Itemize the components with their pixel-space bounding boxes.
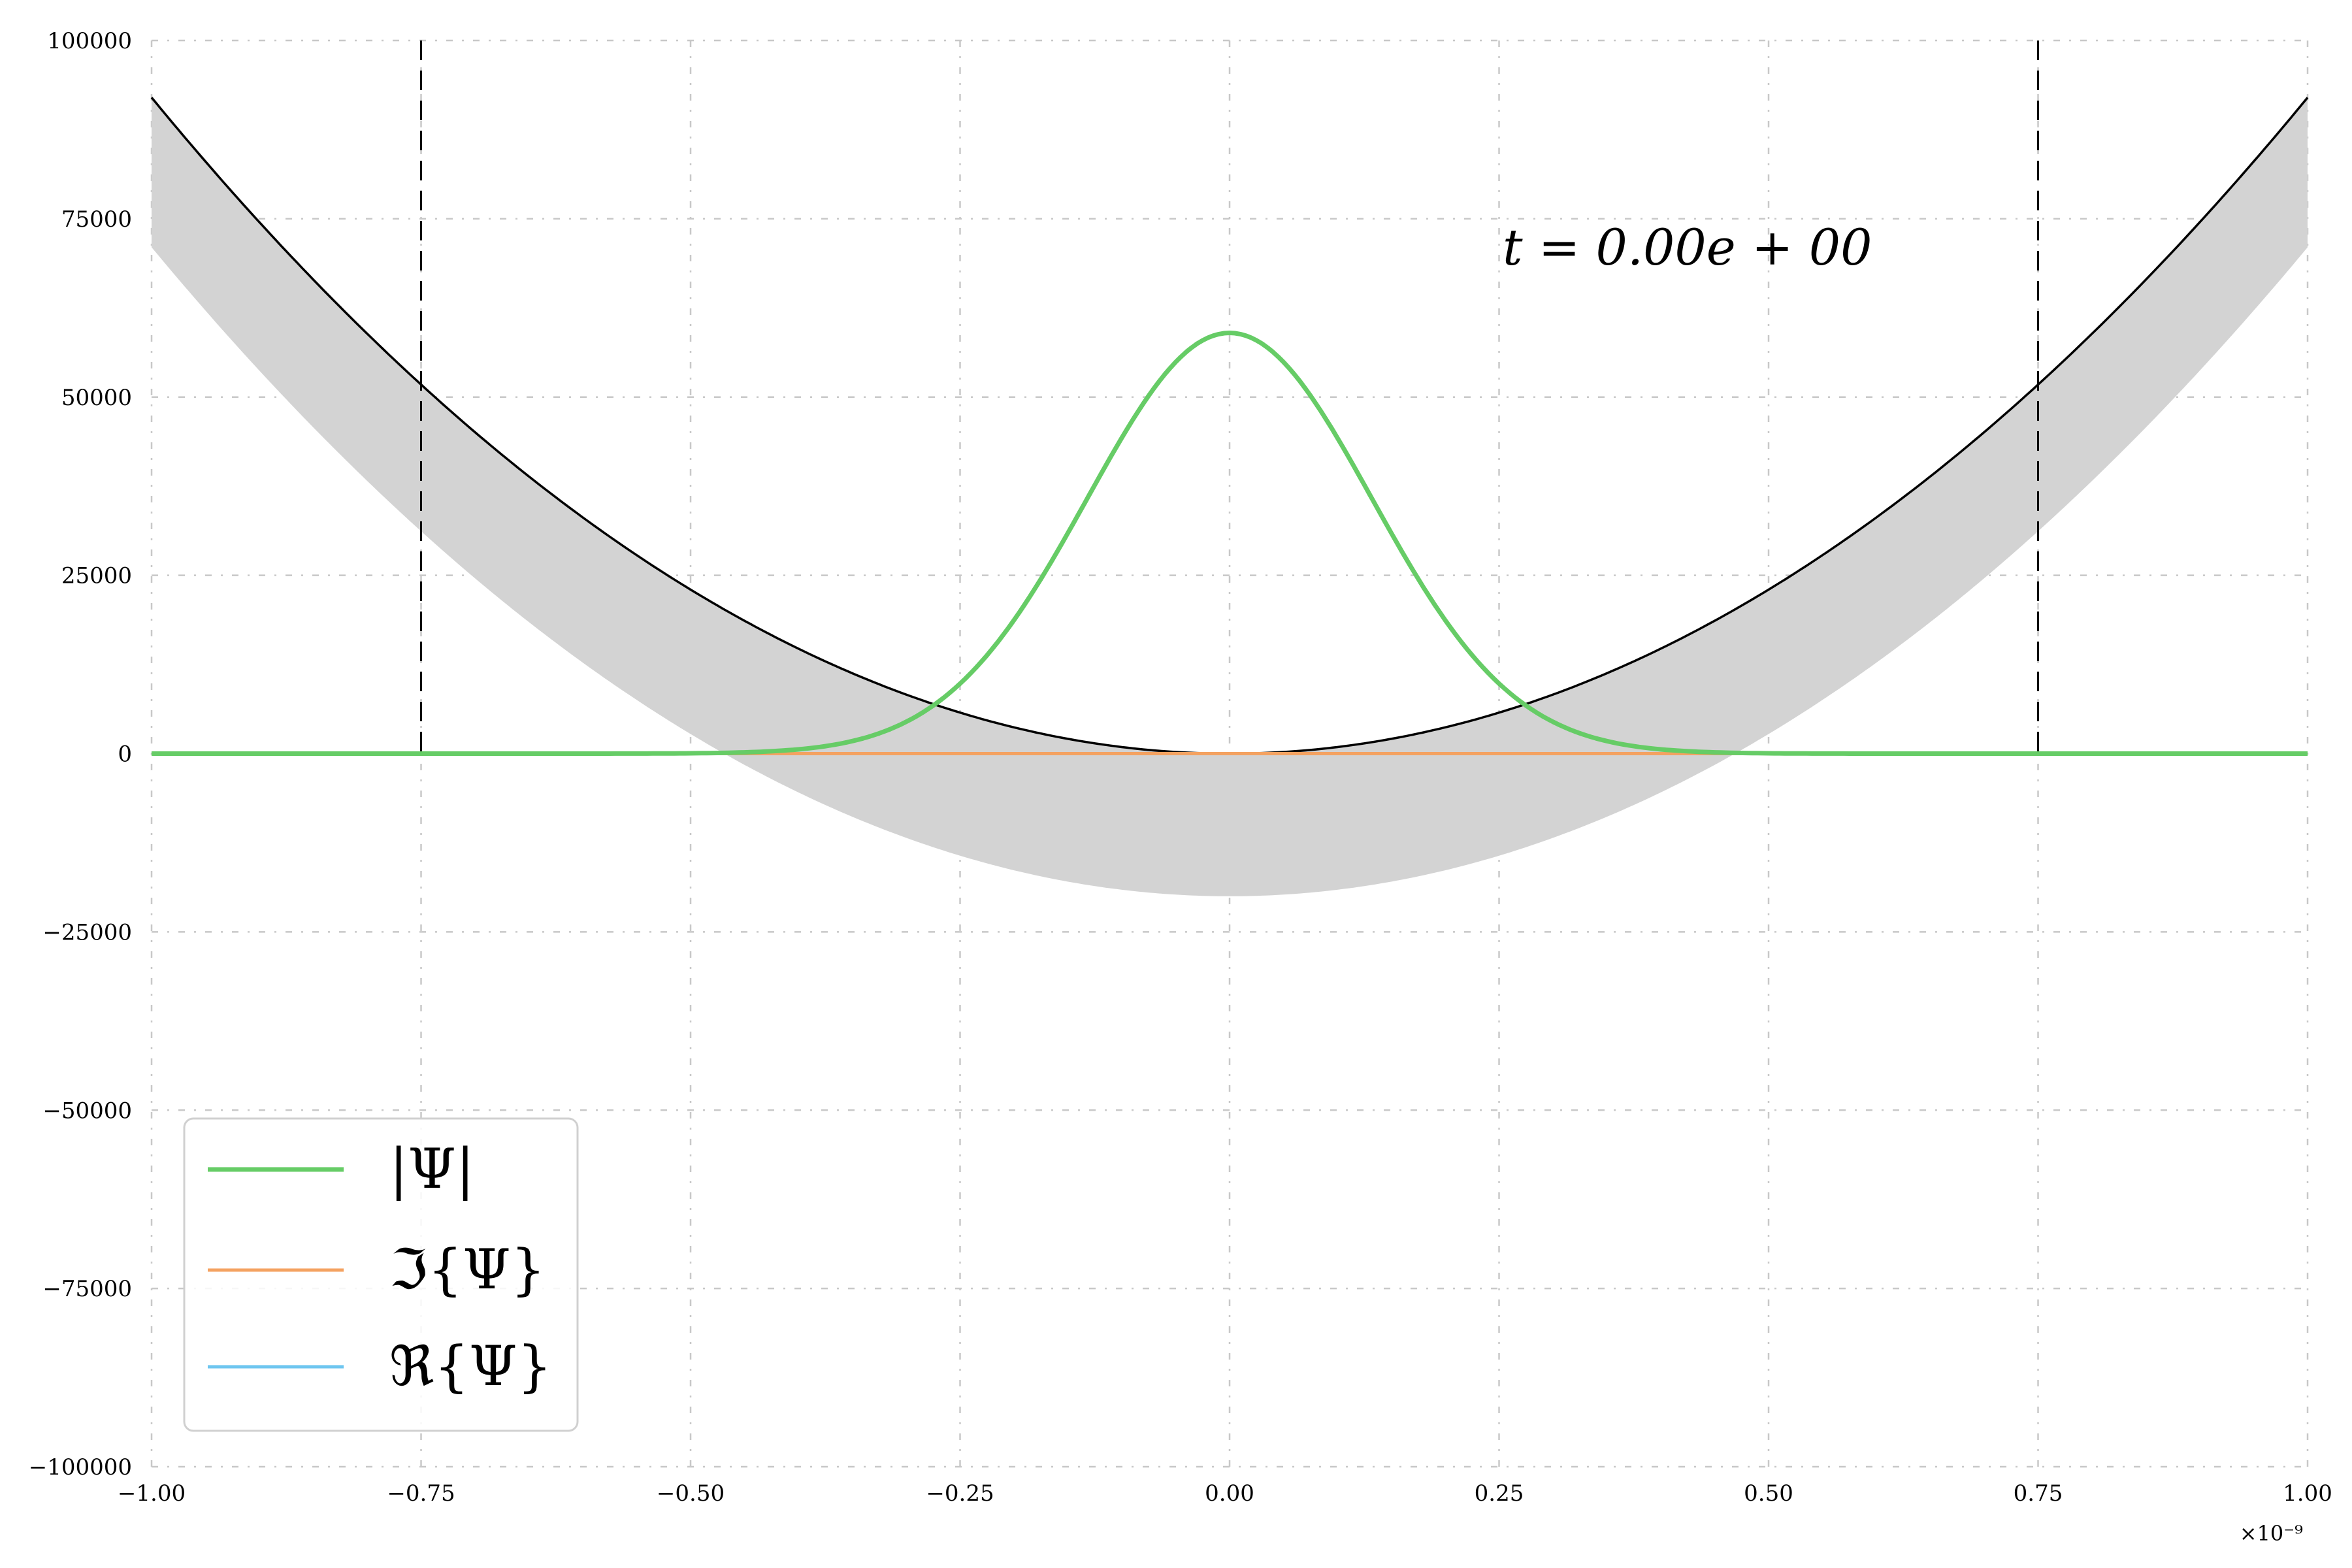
x-tick-label: −0.75 xyxy=(387,1480,455,1507)
series-line-0 xyxy=(152,331,2308,756)
x-tick-label: 0.75 xyxy=(2014,1480,2063,1507)
y-tick-label: −75000 xyxy=(42,1276,132,1302)
x-tick-label: −0.50 xyxy=(657,1480,725,1507)
x-tick-label: −0.25 xyxy=(926,1480,994,1507)
potential-curve xyxy=(150,97,2309,755)
legend-label-0: |Ψ| xyxy=(389,1137,474,1201)
x-tick-label: 0.25 xyxy=(1475,1480,1524,1507)
x-offset-label: ×10⁻⁹ xyxy=(2240,1521,2303,1546)
y-tick-label: 50000 xyxy=(61,385,132,411)
potential-band xyxy=(152,97,2308,896)
legend-label-1: ℑ{Ψ} xyxy=(389,1237,546,1301)
legend-box xyxy=(183,1117,579,1432)
legend: |Ψ| ℑ{Ψ} ℜ{Ψ} xyxy=(183,1117,579,1432)
curves xyxy=(150,97,2309,756)
potential-band-area xyxy=(152,97,2308,896)
x-tick-label: 0.50 xyxy=(1744,1480,1793,1507)
x-tick-label: −1.00 xyxy=(118,1480,186,1507)
y-tick-label: 100000 xyxy=(47,28,132,54)
x-tick-label: 0.00 xyxy=(1205,1480,1254,1507)
tick-labels: −1.00 −0.75 −0.50 −0.25 0.00 0.25 0.50 0.75 1.00… xyxy=(29,28,2332,1507)
y-tick-label: −50000 xyxy=(42,1098,132,1124)
time-annotation: t = 0.00e + 00 xyxy=(1503,218,1872,276)
y-tick-label: 0 xyxy=(118,742,132,768)
y-tick-label: 25000 xyxy=(61,563,132,589)
y-tick-label: −25000 xyxy=(42,919,132,945)
y-tick-label: −100000 xyxy=(29,1454,132,1480)
x-tick-label: 1.00 xyxy=(2283,1480,2332,1507)
y-tick-label: 75000 xyxy=(61,206,132,233)
legend-label-2: ℜ{Ψ} xyxy=(389,1334,552,1398)
